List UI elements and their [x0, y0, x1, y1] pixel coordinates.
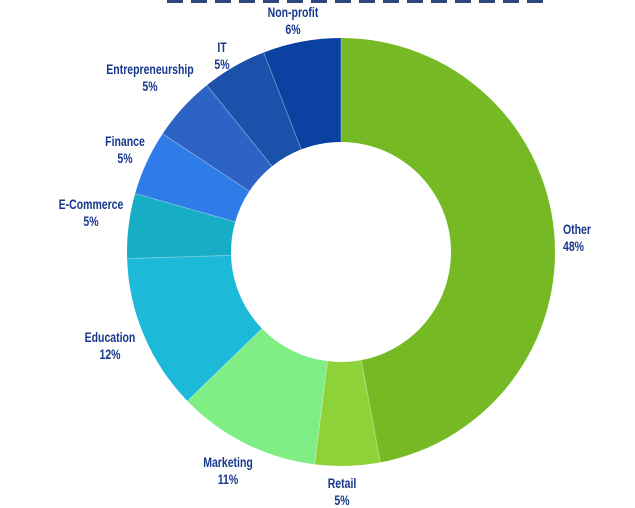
slice-label-finance: Finance 5% — [105, 134, 145, 167]
donut-segment-it — [206, 52, 302, 167]
slice-label-name: Other — [563, 222, 591, 238]
slice-label-education: Education 12% — [85, 330, 136, 363]
donut-segment-non-profit — [263, 38, 341, 150]
donut-segments — [126, 38, 556, 467]
slice-label-name: Marketing — [203, 455, 253, 471]
slice-label-value: 5% — [83, 214, 98, 230]
segment-separator-line — [127, 254, 232, 260]
slice-labels: Other 48%Retail 5%Marketing 11%Education 12%… — [59, 5, 591, 508]
slice-label-name: IT — [217, 40, 227, 56]
slice-label-value: 5% — [117, 151, 132, 167]
slice-label-value: 6% — [285, 22, 300, 38]
segment-separator-line — [263, 52, 302, 150]
slice-label-marketing: Marketing 11% — [203, 455, 253, 488]
slice-label-value: 5% — [142, 79, 157, 95]
svg-text:IT5%: IT 5% — [214, 40, 229, 73]
segment-separator-line — [206, 84, 273, 167]
segment-separator-line — [187, 328, 263, 402]
donut-segment-e-commerce — [126, 193, 236, 259]
slice-label-name: Non-profit — [268, 5, 319, 21]
donut-segment-marketing — [187, 328, 328, 465]
slice-label-value: 5% — [214, 57, 229, 73]
segment-separator-line — [162, 133, 250, 192]
slice-label-value: 5% — [334, 493, 349, 508]
donut-segment-entrepreneurship — [162, 85, 273, 192]
slice-label-value: 48% — [563, 239, 584, 255]
slice-label-non-profit: Non-profit 6% — [268, 5, 319, 38]
slice-label-name: Finance — [105, 134, 145, 150]
slice-label-name: Retail — [328, 476, 357, 492]
slice-label-name: Education — [85, 330, 136, 346]
slice-label-value: 12% — [99, 347, 120, 363]
slice-label-other: Other 48% — [563, 222, 591, 255]
segment-separator-line — [314, 361, 328, 465]
cropped-title-remnant — [167, 0, 547, 3]
donut-segment-finance — [135, 133, 250, 222]
segment-separators — [127, 38, 381, 465]
slice-label-value: 11% — [218, 472, 238, 488]
donut-segment-other — [341, 38, 556, 463]
slice-label-entrepreneurship: Entrepreneurship 5% — [106, 62, 194, 95]
segment-separator-line — [135, 192, 236, 223]
slice-label-name: E-Commerce — [59, 197, 124, 213]
segment-separator-line — [360, 360, 381, 463]
slice-label-e-commerce: E-Commerce 5% — [59, 197, 124, 230]
slice-label-name: Entrepreneurship — [106, 62, 194, 78]
donut-segment-retail — [314, 360, 381, 467]
slice-label-retail: Retail 5% — [328, 476, 357, 508]
slice-label-it: IT 5% — [214, 40, 229, 73]
donut-segment-education — [127, 255, 263, 401]
